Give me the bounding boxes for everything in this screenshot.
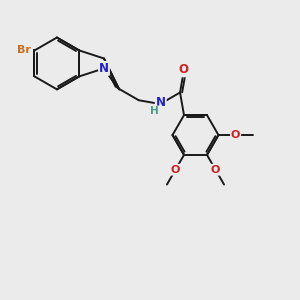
Text: O: O (178, 63, 188, 76)
Text: O: O (171, 165, 180, 175)
Text: Br: Br (17, 46, 31, 56)
Text: N: N (99, 62, 109, 75)
Text: O: O (211, 165, 220, 175)
Text: O: O (231, 130, 240, 140)
Text: H: H (151, 106, 159, 116)
Text: N: N (156, 96, 166, 109)
